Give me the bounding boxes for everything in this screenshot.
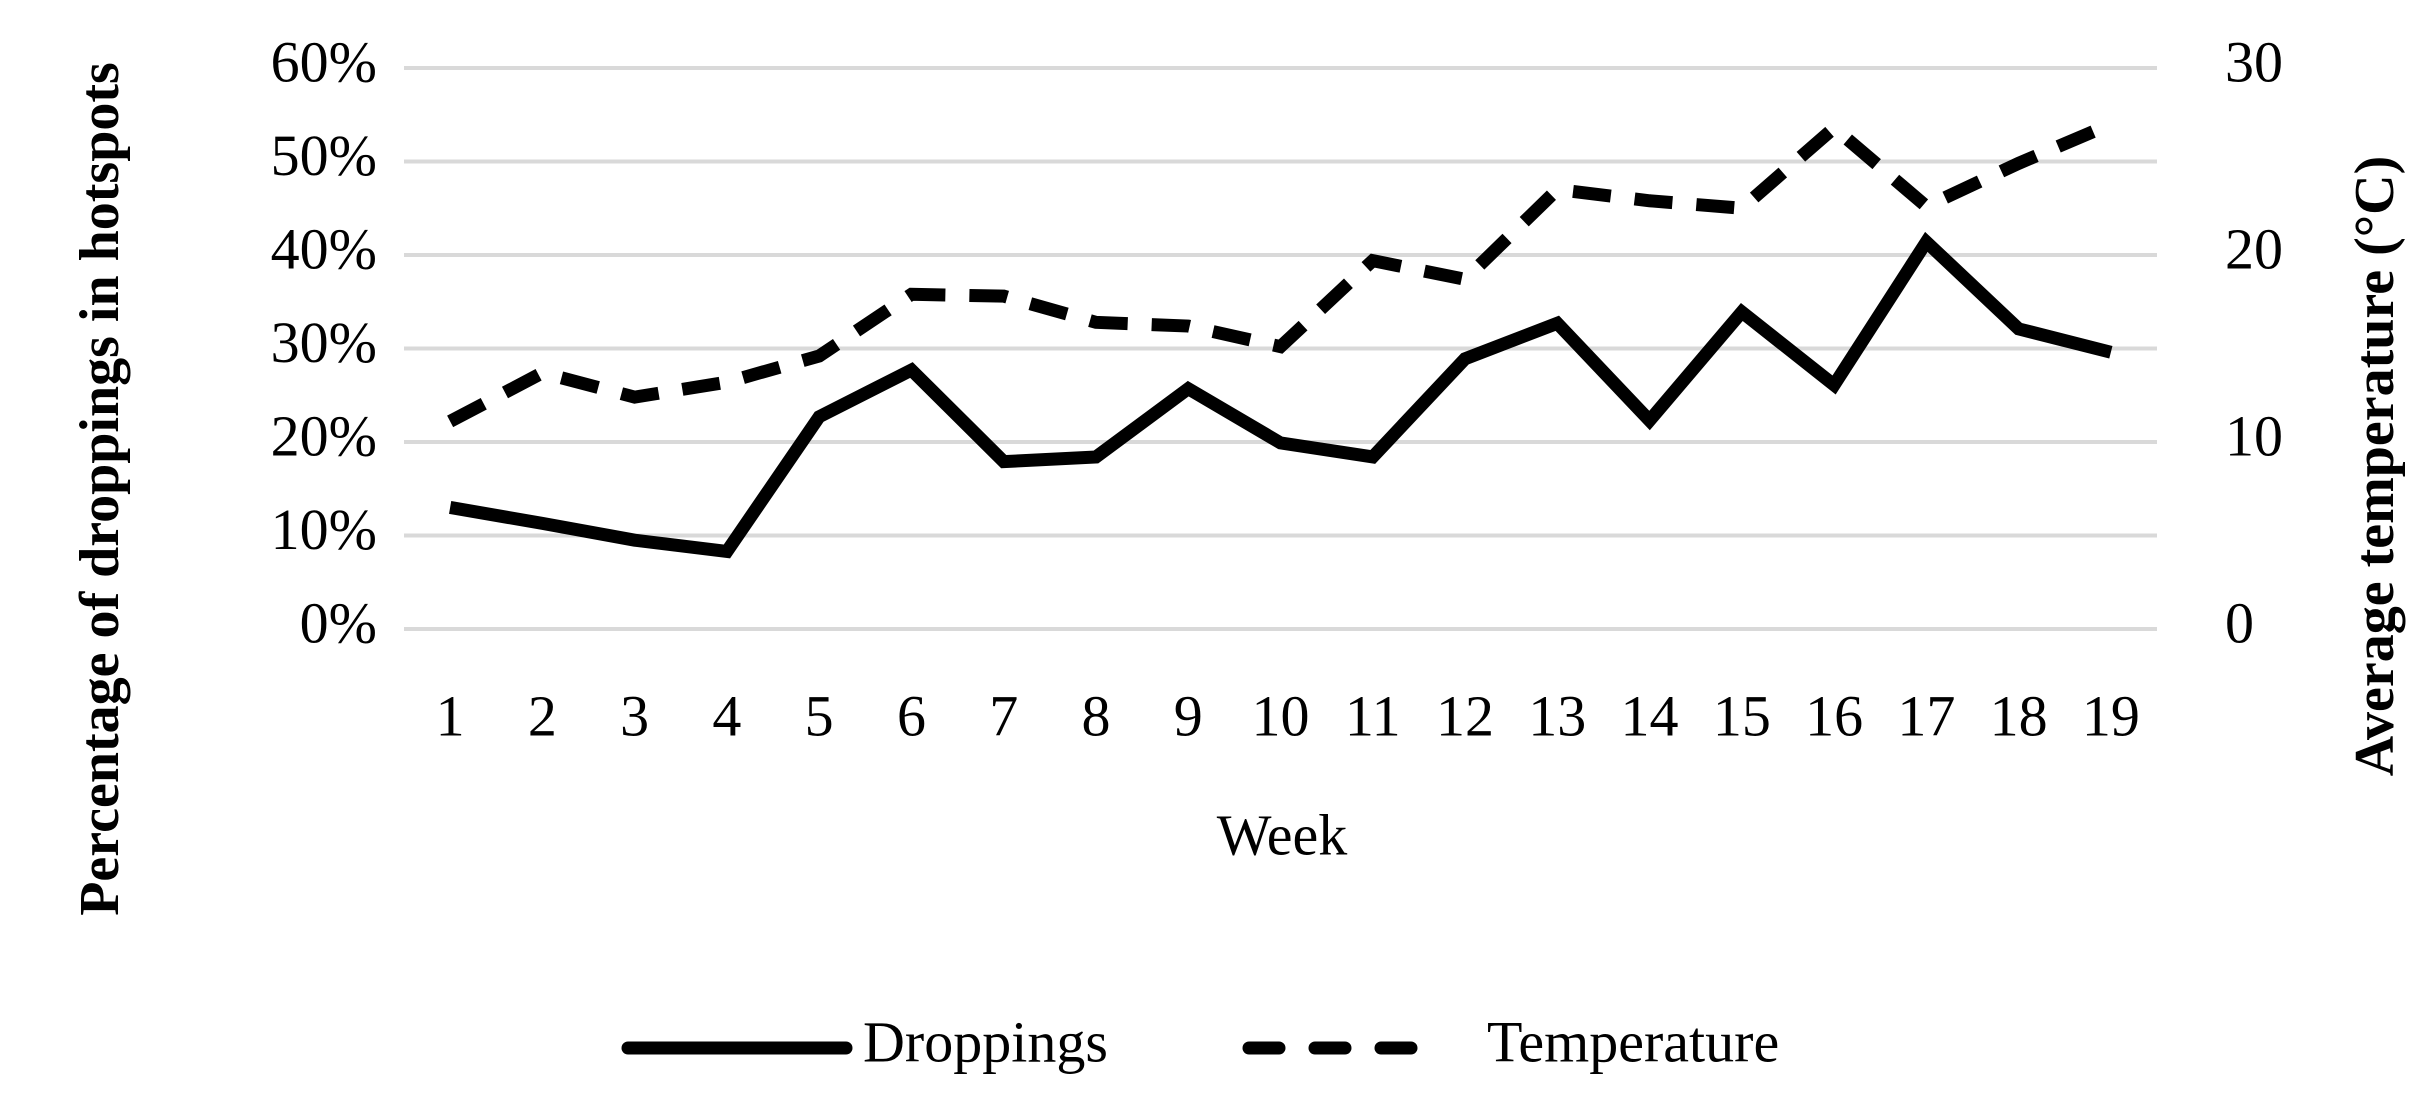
x-tick-label: 14	[1621, 683, 1679, 748]
x-tick-label: 18	[1990, 683, 2048, 748]
x-tick-label: 17	[1897, 683, 1955, 748]
x-tick-label: 11	[1345, 683, 1401, 748]
x-tick-label: 3	[620, 683, 649, 748]
y-tick-label: 60%	[271, 29, 377, 94]
x-tick-label: 8	[1081, 683, 1110, 748]
y-tick-label: 20%	[271, 403, 377, 468]
x-tick-label: 12	[1436, 683, 1494, 748]
y2-tick-label: 10	[2225, 403, 2283, 468]
x-tick-label: 15	[1713, 683, 1771, 748]
x-tick-label: 2	[528, 683, 557, 748]
y-tick-label: 40%	[271, 216, 377, 281]
y-axis-title: Percentage of droppings in hotspots	[69, 62, 131, 916]
data-line	[447, 118, 2114, 428]
y2-tick-label: 0	[2225, 590, 2254, 655]
y2-tick-label: 20	[2225, 216, 2283, 281]
x-tick-label: 19	[2082, 683, 2140, 748]
y2-tick-label: 30	[2225, 29, 2283, 94]
y-tick-label: 10%	[271, 497, 377, 562]
x-tick-label: 7	[989, 683, 1018, 748]
x-tick-label: 5	[805, 683, 834, 748]
y-tick-label: 0%	[300, 590, 377, 655]
x-tick-label: 9	[1174, 683, 1203, 748]
y-tick-label: 30%	[271, 310, 377, 375]
x-tick-label: 13	[1528, 683, 1586, 748]
x-axis-title: Week	[1217, 802, 1348, 867]
x-tick-label: 16	[1805, 683, 1863, 748]
x-tick-label: 4	[712, 683, 741, 748]
x-tick-label: 1	[436, 683, 465, 748]
legend-label: Droppings	[863, 1009, 1108, 1074]
x-tick-label: 10	[1252, 683, 1310, 748]
x-tick-label: 6	[897, 683, 926, 748]
legend-label: Temperature	[1487, 1009, 1779, 1074]
y2-axis-title: Average temperature (°C)	[2344, 155, 2406, 777]
data-line	[449, 231, 2113, 559]
y-tick-label: 50%	[271, 123, 377, 188]
